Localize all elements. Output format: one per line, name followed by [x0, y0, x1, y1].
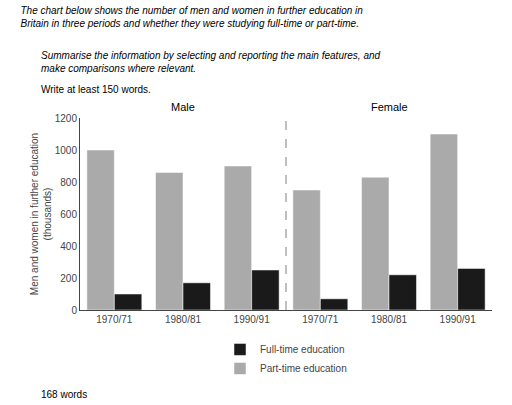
svg-text:200: 200	[60, 273, 77, 284]
svg-text:1980/81: 1980/81	[371, 314, 408, 325]
svg-text:600: 600	[60, 209, 77, 220]
svg-text:1200: 1200	[55, 113, 78, 124]
svg-text:168 words: 168 words	[41, 389, 87, 400]
svg-text:1970/71: 1970/71	[96, 314, 133, 325]
svg-text:The chart below shows the numb: The chart below shows the number of men …	[20, 5, 363, 29]
svg-text:Male: Male	[171, 101, 195, 113]
svg-text:1990/91: 1990/91	[440, 314, 477, 325]
svg-text:1970/71: 1970/71	[302, 314, 339, 325]
svg-text:Part-time education: Part-time education	[260, 363, 347, 374]
svg-text:Men and women in further educa: Men and women in further education(thous…	[29, 133, 53, 295]
svg-text:0: 0	[71, 305, 77, 316]
svg-text:Write at least 150 words.: Write at least 150 words.	[41, 84, 151, 95]
svg-text:800: 800	[60, 177, 77, 188]
svg-text:Summarise the information by s: Summarise the information by selecting a…	[41, 50, 381, 74]
svg-text:Full-time education: Full-time education	[260, 344, 344, 355]
svg-text:1990/91: 1990/91	[234, 314, 271, 325]
svg-text:400: 400	[60, 241, 77, 252]
svg-text:1980/81: 1980/81	[165, 314, 202, 325]
svg-text:Female: Female	[371, 101, 408, 113]
svg-text:1000: 1000	[55, 145, 78, 156]
